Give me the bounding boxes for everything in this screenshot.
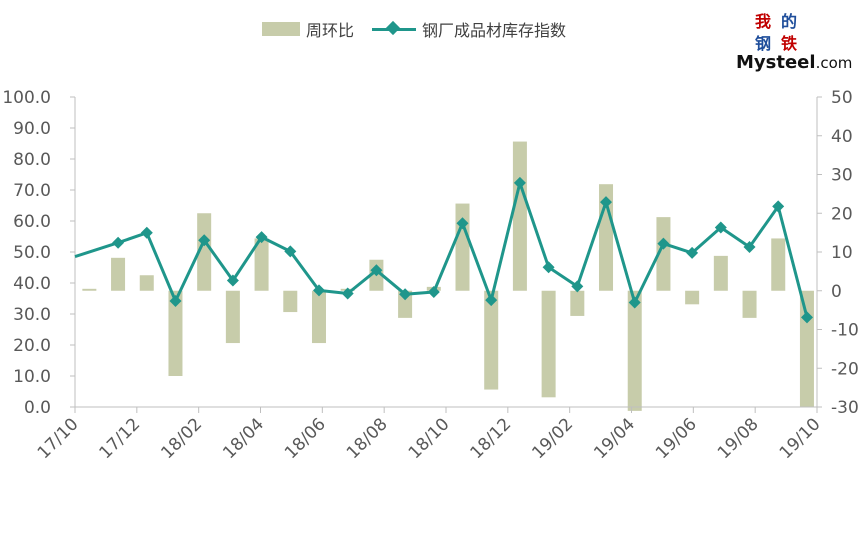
line-point-16: [513, 176, 526, 189]
legend-label-line: 钢厂成品材库存指数: [422, 21, 567, 40]
line-point-4: [169, 295, 182, 307]
line-point-15: [485, 294, 498, 307]
bar-26: [799, 290, 814, 407]
bar-5: [197, 213, 212, 291]
line-point-18: [571, 280, 584, 293]
legend-item-bar: 周环比: [262, 17, 354, 41]
right-tick-label-50: 50: [831, 88, 853, 108]
x-tick-label-1: 17/10: [34, 414, 83, 463]
right-tick-label--10: -10: [831, 321, 859, 341]
bar-17: [541, 290, 556, 398]
right-tick-label-40: 40: [831, 127, 853, 147]
legend-label-bar: 周环比: [306, 21, 355, 40]
logo-char-2: 的: [780, 12, 797, 31]
bar-16: [512, 141, 527, 291]
line-point-13: [427, 286, 440, 298]
left-tick-label-80.0: 80.0: [13, 150, 51, 170]
x-tick-label-7: 18/10: [405, 414, 454, 463]
logo-characters: 我 的 钢 铁: [752, 10, 836, 58]
line-point-10: [341, 287, 354, 300]
bar-14: [455, 203, 470, 291]
line-point-19: [600, 196, 612, 209]
line-point-3: [140, 226, 153, 239]
x-tick-label-2: 17/12: [96, 414, 145, 463]
mysteel-logo: 我 的 钢 铁 Mysteel.com: [736, 8, 852, 74]
left-tick-label-90.0: 90.0: [13, 119, 51, 139]
legend-swatch-line: [372, 22, 417, 36]
x-tick-label-5: 18/06: [281, 414, 330, 463]
bar-8: [283, 290, 298, 313]
bar-15: [484, 290, 499, 390]
line-point-14: [456, 217, 469, 230]
left-tick-label-100.0: 100.0: [2, 88, 51, 108]
bar-25: [771, 238, 786, 291]
legend-item-line: 钢厂成品材库存指数: [372, 17, 566, 41]
bar-6: [225, 290, 240, 344]
logo-char-4: 铁: [780, 34, 797, 53]
line-point-2: [112, 236, 125, 249]
right-tick-label-10: 10: [831, 243, 853, 263]
bar-2: [111, 257, 126, 291]
line-point-26: [801, 311, 813, 324]
right-tick-label--20: -20: [831, 359, 859, 379]
logo-wordmark-main: Mysteel: [736, 52, 816, 73]
bar-3: [139, 275, 154, 291]
line-point-22: [686, 246, 699, 259]
left-tick-label-60.0: 60.0: [13, 212, 51, 232]
line-series: [74, 181, 809, 318]
x-tick-label-12: 19/08: [714, 414, 763, 463]
left-tick-label-20.0: 20.0: [13, 336, 51, 356]
right-tick-label-30: 30: [831, 166, 853, 186]
x-tick-label-4: 18/04: [219, 414, 268, 463]
line-point-9: [313, 284, 325, 297]
line-point-7: [255, 231, 268, 244]
logo-wordmark-suffix: .com: [815, 54, 853, 72]
left-tick-label-0.0: 0.0: [24, 398, 51, 418]
bar-18: [570, 290, 585, 316]
bar-1: [82, 288, 97, 291]
line-point-6: [226, 274, 239, 287]
logo-wordmark: Mysteel.com: [736, 52, 852, 73]
left-tick-label-10.0: 10.0: [13, 367, 51, 387]
x-tick-label-10: 19/04: [590, 414, 639, 463]
right-tick-label-0: 0: [831, 282, 842, 302]
legend: 周环比 钢厂成品材库存指数: [262, 18, 566, 40]
left-tick-label-30.0: 30.0: [13, 305, 51, 325]
legend-swatch-bar: [262, 22, 300, 36]
x-tick-label-9: 19/02: [528, 414, 577, 463]
bar-24: [742, 290, 757, 318]
left-tick-label-70.0: 70.0: [13, 181, 51, 201]
line-point-17: [542, 261, 555, 274]
line-point-20: [628, 296, 641, 309]
bar-4: [168, 290, 183, 376]
bar-23: [713, 255, 728, 291]
line-point-8: [284, 245, 297, 258]
line-point-24: [743, 241, 756, 253]
bar-7: [254, 238, 269, 291]
right-tick-label--30: -30: [831, 398, 859, 418]
line-point-5: [198, 234, 211, 247]
right-tick-label-20: 20: [831, 204, 853, 224]
line-point-23: [714, 221, 727, 234]
x-tick-label-11: 19/06: [652, 414, 701, 463]
line-point-25: [772, 200, 785, 213]
x-tick-label-13: 19/10: [776, 414, 825, 463]
x-tick-label-8: 18/12: [467, 414, 516, 463]
line-point-12: [399, 288, 412, 301]
left-tick-label-40.0: 40.0: [13, 274, 51, 294]
left-tick-label-50.0: 50.0: [13, 243, 51, 263]
line-point-11: [370, 264, 383, 277]
bar-22: [685, 290, 700, 305]
bar-21: [656, 217, 671, 291]
bar-9: [311, 290, 326, 344]
bar-20: [627, 290, 642, 411]
bar-12: [398, 290, 413, 318]
line-point-21: [657, 237, 670, 250]
logo-char-3: 钢: [754, 34, 771, 53]
x-tick-label-3: 18/02: [157, 414, 206, 463]
logo-char-1: 我: [754, 12, 771, 31]
x-tick-label-6: 18/08: [343, 414, 392, 463]
